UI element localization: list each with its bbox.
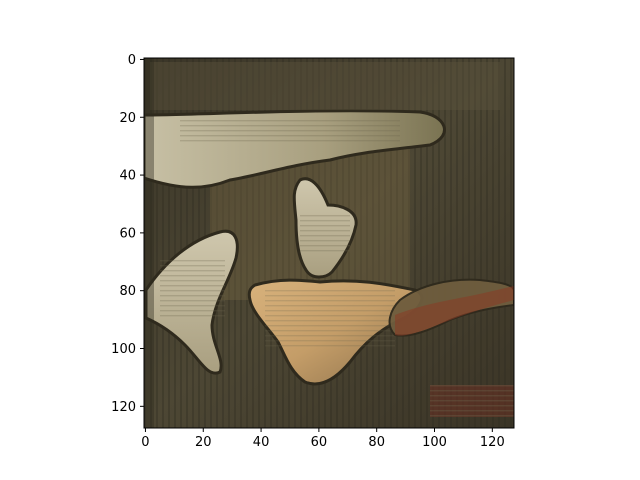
image-red-accent <box>395 286 514 336</box>
image-left-edge <box>144 58 154 428</box>
x-tick-label: 80 <box>368 435 385 450</box>
y-tick-label: 100 <box>111 342 136 357</box>
axes-frame <box>143 57 515 429</box>
x-tick-label: 100 <box>422 435 447 450</box>
image-top-band-lines <box>180 118 400 144</box>
image-area <box>144 58 514 428</box>
x-tick-label: 0 <box>141 435 149 450</box>
y-tick-label: 80 <box>119 284 136 299</box>
y-tick-label: 20 <box>119 111 136 126</box>
y-tick-label: 60 <box>119 226 136 241</box>
x-tick-label: 20 <box>195 435 212 450</box>
image-upper-strip <box>150 62 500 110</box>
y-ticks: 0 20 40 60 80 100 120 <box>111 53 144 415</box>
x-tick-label: 120 <box>480 435 505 450</box>
image-left-blob-lines <box>160 260 225 320</box>
image-bottom-right-texture-lines <box>430 385 514 417</box>
y-tick-label: 120 <box>111 400 136 415</box>
x-ticks: 0 20 40 60 80 100 120 <box>141 428 505 450</box>
image-bottom-blob-lines <box>265 290 395 350</box>
image-center-blob-lines <box>300 215 350 255</box>
y-tick-label: 0 <box>128 53 136 68</box>
y-tick-label: 40 <box>119 169 136 184</box>
x-tick-label: 60 <box>311 435 328 450</box>
x-tick-label: 40 <box>253 435 270 450</box>
